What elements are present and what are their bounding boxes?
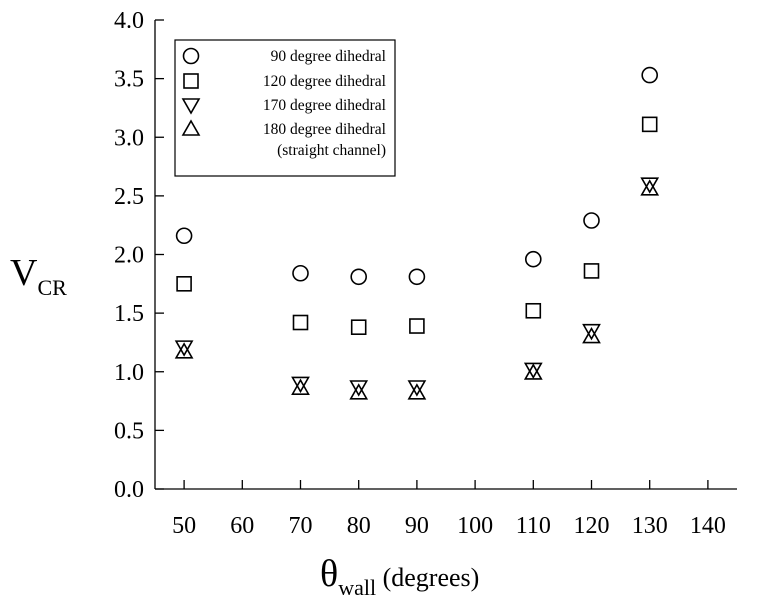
legend-marker-triangle-up: [181, 119, 201, 136]
data-point-square: [176, 276, 192, 292]
y-tick-label: 2.0: [114, 243, 144, 269]
x-axis-label-sub: wall: [338, 575, 376, 600]
data-point-circle: [408, 268, 426, 286]
data-point-triangle-down: [174, 340, 194, 357]
data-point-circle: [641, 66, 659, 84]
data-point-triangle-up: [174, 342, 194, 359]
y-tick-label: 1.0: [114, 360, 144, 386]
y-axis-label-main: V: [10, 252, 38, 294]
x-tick-label: 100: [457, 513, 493, 539]
x-axis-label-main: θ: [320, 553, 338, 595]
data-point-triangle-up: [291, 378, 310, 395]
data-point-circle: [175, 227, 193, 245]
x-tick-label: 140: [690, 513, 726, 539]
y-axis-label-sub: CR: [37, 275, 67, 300]
legend-marker-triangle-down: [181, 98, 201, 115]
data-point-triangle-up: [640, 179, 660, 196]
legend-label: 90 degree dihedral: [271, 48, 386, 65]
x-tick-label: 50: [172, 513, 196, 539]
data-point-square: [350, 319, 367, 335]
y-tick-label: 2.5: [114, 184, 144, 210]
x-axis-label-rest: (degrees): [376, 563, 479, 592]
data-point-square: [641, 116, 658, 133]
data-point-circle: [292, 264, 309, 282]
data-point-square: [583, 263, 600, 279]
legend-marker-square: [183, 73, 199, 89]
legend-label: 120 degree dihedral: [263, 73, 386, 90]
x-tick-label: 80: [347, 513, 371, 539]
x-tick-label: 130: [632, 513, 668, 539]
x-tick-label: 120: [574, 513, 610, 539]
data-point-square: [292, 314, 309, 331]
x-tick-label: 90: [405, 513, 429, 539]
y-tick-label: 0.5: [114, 418, 144, 444]
data-point-square: [525, 302, 542, 319]
y-tick-label: 3.0: [114, 125, 144, 151]
axes: 0.0 0.5 1.0 1.5 2.0 2.5 3.0 3.5 4.0 50 60 70 80 90 100…: [114, 8, 737, 539]
data-point-triangle-up: [523, 363, 543, 380]
y-axis-label: VCR: [10, 252, 67, 300]
legend-label-line2: (straight channel): [277, 142, 386, 159]
data-point-circle: [524, 250, 542, 268]
x-tick-label: 110: [516, 513, 551, 539]
legend-label: 170 degree dihedral: [263, 97, 386, 114]
legend-label: 180 degree dihedral: [263, 121, 386, 138]
data-point-triangle-down: [291, 376, 310, 394]
x-tick-label: 70: [289, 513, 313, 539]
data-point-triangle-down: [640, 177, 660, 194]
data-point-square: [409, 318, 425, 334]
legend: 90 degree dihedral 120 degree dihedral 170…: [174, 39, 396, 177]
data-point-circle: [350, 268, 368, 286]
x-tick-label: 60: [230, 513, 254, 539]
data-point-triangle-up: [407, 383, 427, 400]
legend-marker-circle: [182, 47, 200, 65]
y-tick-label: 4.0: [114, 8, 144, 34]
data-point-triangle-down: [582, 323, 601, 341]
y-tick-label: 1.5: [114, 301, 144, 327]
x-axis-label: θwall (degrees): [320, 553, 479, 600]
data-point-triangle-up: [349, 383, 369, 400]
data-point-triangle-down: [407, 380, 427, 397]
y-tick-label: 0.0: [114, 477, 144, 503]
data-point-circle: [583, 212, 600, 229]
data-points: [174, 66, 660, 400]
data-point-triangle-down: [349, 380, 369, 397]
y-tick-label: 3.5: [114, 67, 144, 93]
data-point-triangle-up: [582, 326, 601, 344]
legend-box: [174, 39, 396, 177]
